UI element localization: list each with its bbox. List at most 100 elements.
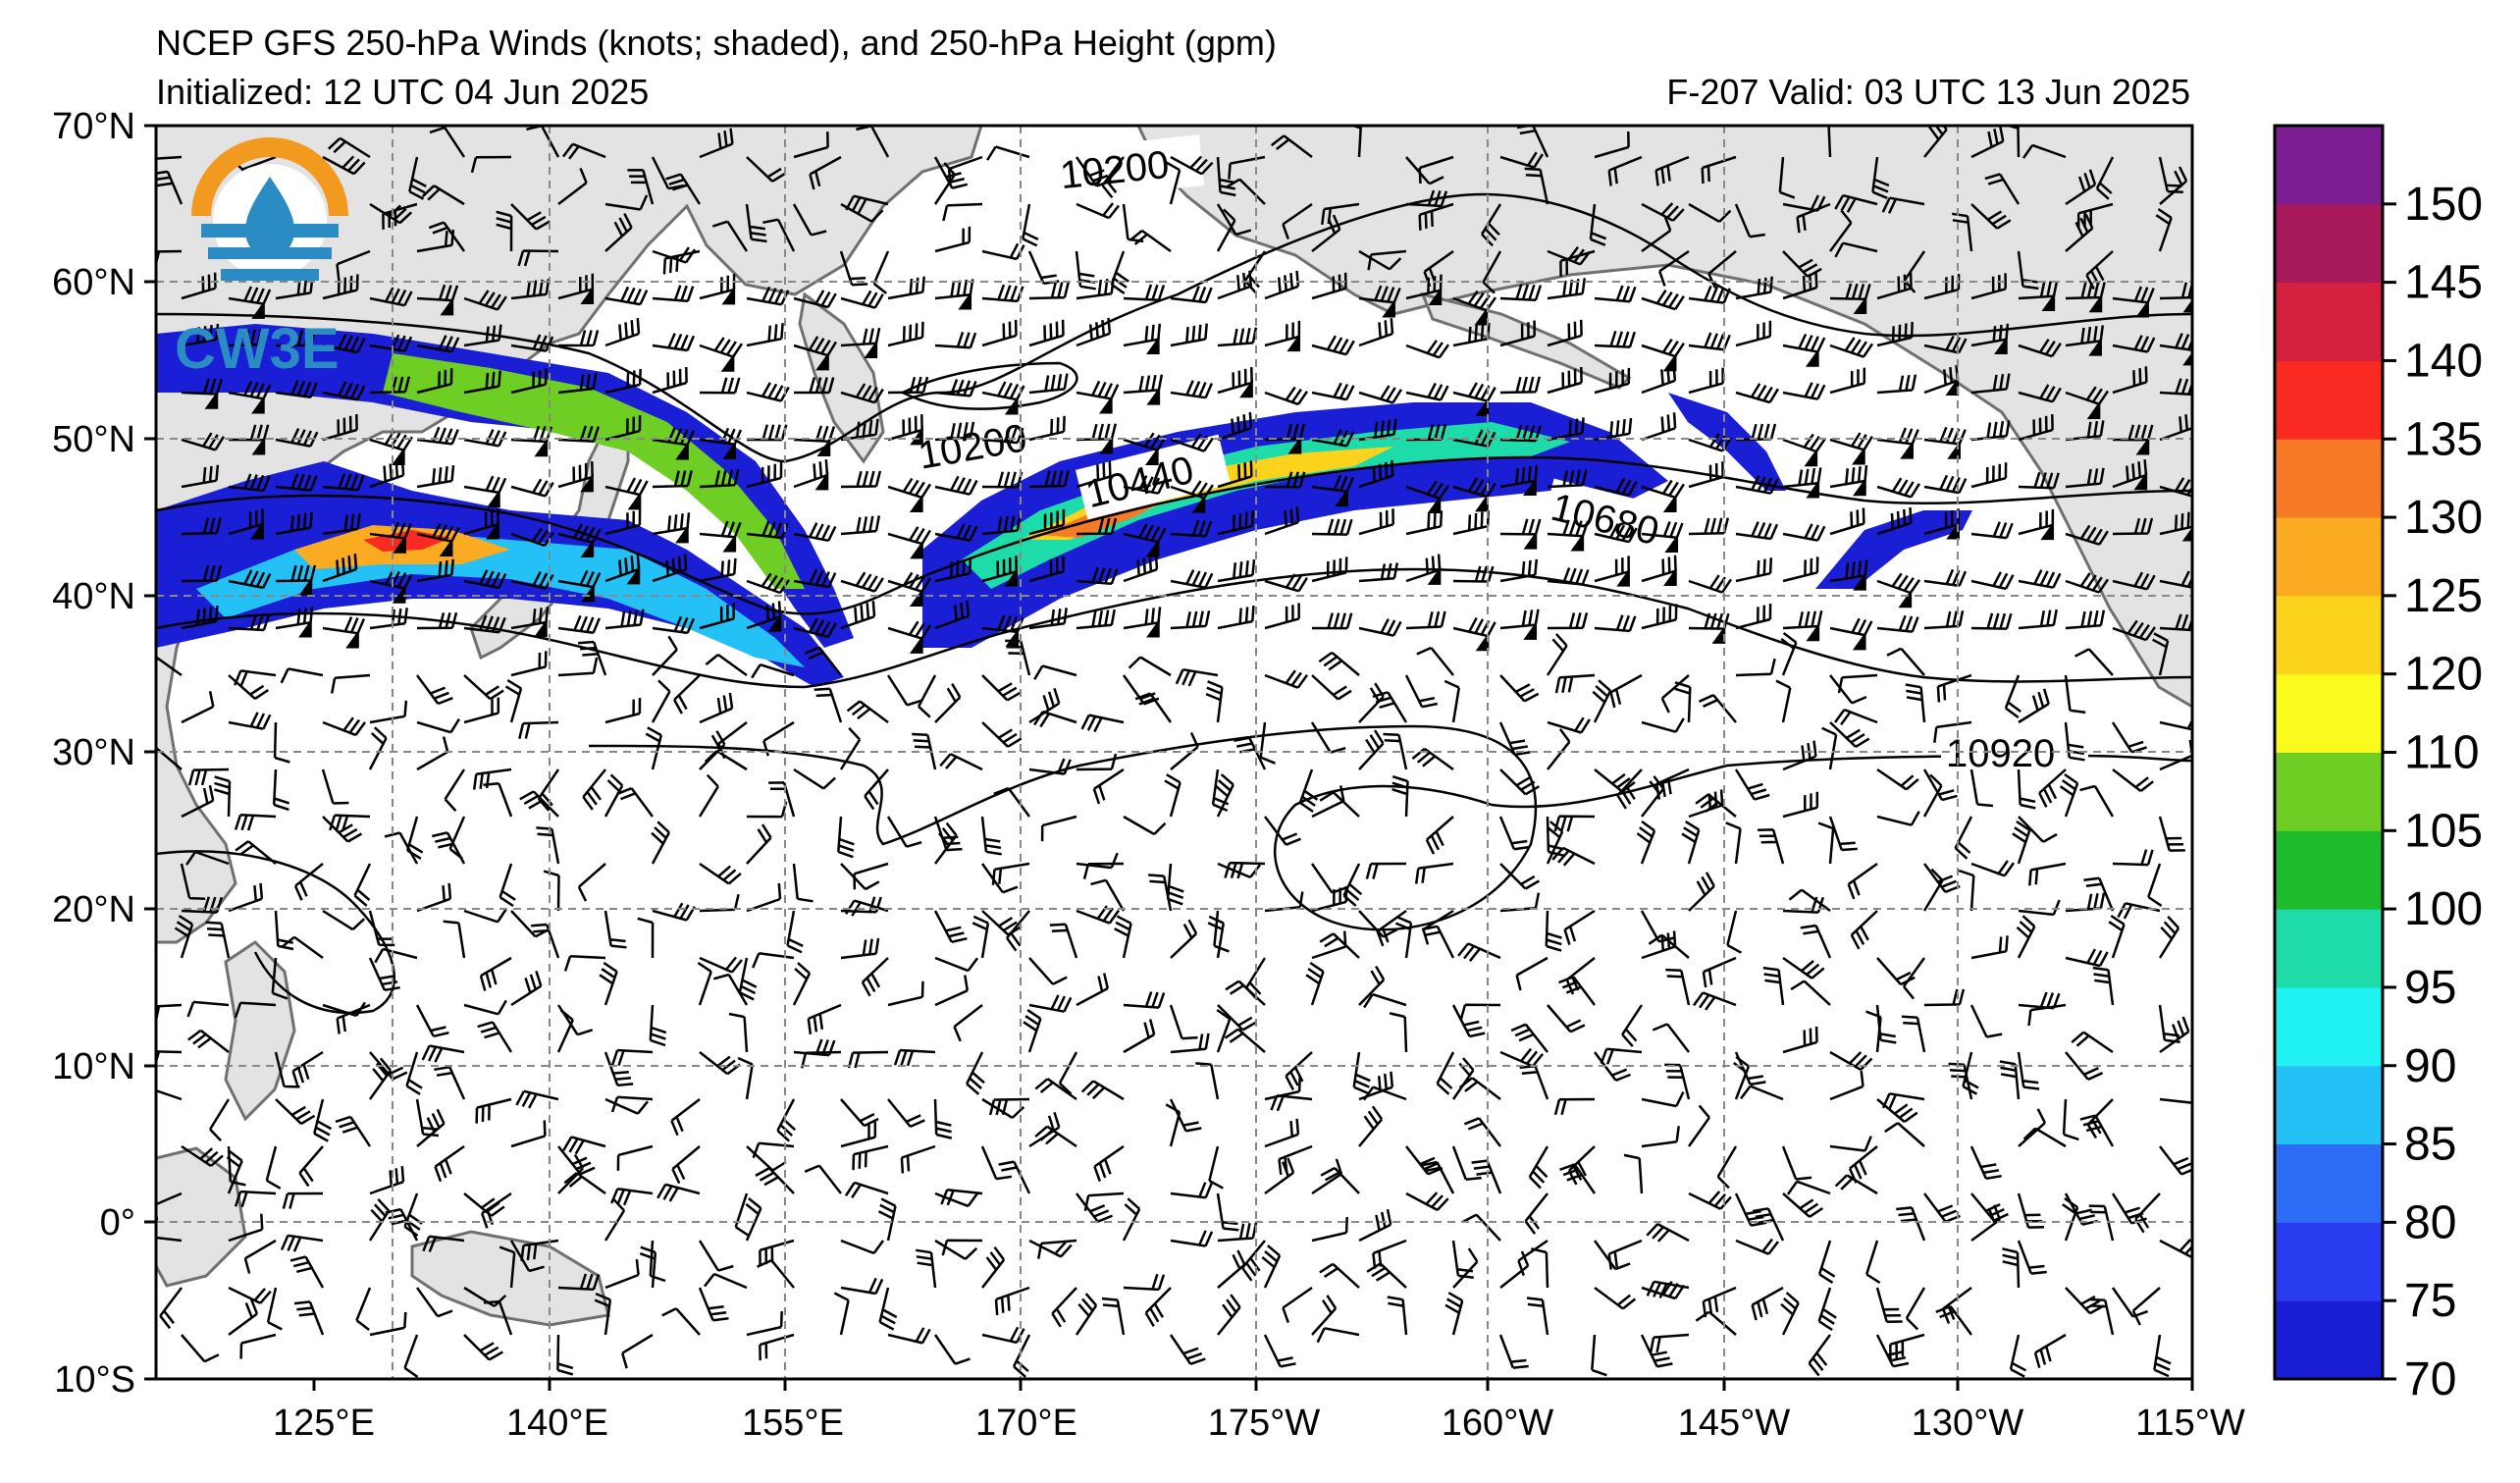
wind-barb: [1688, 1191, 1732, 1210]
wind-barb: [1076, 566, 1119, 586]
wind-barb: [998, 1160, 1031, 1194]
wind-barb: [1075, 250, 1096, 291]
wind-barb: [1034, 1078, 1077, 1101]
wind-barb: [1452, 323, 1491, 347]
wind-barb: [432, 831, 466, 865]
wind-barb: [1499, 518, 1542, 536]
wind-barb: [1452, 565, 1495, 583]
wind-barb: [1170, 286, 1213, 304]
height-contours: [156, 192, 2192, 1015]
wind-barb: [205, 921, 231, 959]
wind-barb: [2158, 816, 2185, 852]
wind-barb-flag: [1853, 294, 1867, 315]
wind-barb: [652, 554, 688, 583]
wind-barb-flag: [958, 291, 972, 310]
wind-barb: [266, 1287, 283, 1331]
lat-label: 10°S: [54, 1359, 135, 1401]
wind-barb: [1358, 249, 1402, 271]
colorbar-swatch: [2275, 439, 2383, 518]
wind-barb-flag: [2088, 337, 2102, 356]
wind-barb: [1829, 721, 1870, 748]
wind-barb: [934, 975, 970, 1007]
wind-barb: [243, 1239, 277, 1274]
wind-barb: [368, 1057, 393, 1100]
wind-barb: [759, 1239, 795, 1266]
wind-barb: [1970, 126, 2005, 159]
lon-label: 175°W: [1208, 1403, 1321, 1444]
wind-barb: [887, 276, 925, 300]
wind-barb: [1735, 603, 1772, 630]
wind-barb: [2017, 1240, 2047, 1275]
initialized-time: Initialized: 12 UTC 04 Jun 2025: [156, 72, 650, 112]
wind-barb: [1316, 1327, 1360, 1344]
wind-barb: [793, 568, 837, 589]
wind-barb: [274, 1051, 300, 1088]
wind-barb: [1641, 1091, 1685, 1108]
wind-barb: [1006, 910, 1030, 952]
wind-barb: [1970, 273, 2007, 300]
colorbar-swatch: [2275, 752, 2383, 831]
wind-barb: [2153, 1334, 2172, 1378]
wind-barb: [673, 674, 701, 715]
wind-barb: [1298, 768, 1319, 814]
wind-barb: [1970, 203, 2012, 230]
wind-barb: [1123, 991, 1166, 1009]
wind-barb: [2018, 414, 2054, 442]
wind-barb: [840, 327, 881, 347]
wind-barb: [2065, 467, 2105, 489]
wind-barb: [698, 1240, 734, 1272]
wind-barb: [1876, 427, 1919, 446]
wind-barb: [746, 461, 783, 489]
wind-barb: [1421, 925, 1455, 959]
wind-barb: [1123, 475, 1167, 495]
wind-barb: [156, 1003, 183, 1023]
wind-barb: [699, 557, 737, 583]
wind-barb: [934, 821, 958, 865]
asia-landmass: [156, 126, 983, 944]
wind-barb: [1421, 1160, 1455, 1194]
wind-barb: [322, 554, 358, 583]
wind-barb: [934, 331, 977, 349]
wind-barb: [1076, 973, 1110, 1007]
wind-barb: [281, 935, 324, 960]
wind-barb: [652, 615, 696, 635]
wind-barb: [214, 775, 232, 818]
wind-barb: [1594, 417, 1633, 442]
wind-barb: [1320, 1166, 1360, 1194]
wind-barb: [699, 1051, 741, 1076]
wind-barb: [181, 1334, 220, 1363]
wind-barb: [604, 318, 641, 347]
wind-barb: [1702, 1286, 1737, 1318]
wind-barb: [557, 1153, 585, 1194]
wind-barb: [981, 910, 1023, 936]
map-title: NCEP GFS 250-hPa Winds (knots; shaded), …: [156, 23, 1277, 63]
wind-barb: [1829, 337, 1874, 358]
wind-barb: [1641, 930, 1677, 960]
wind-barb: [1641, 412, 1677, 442]
wind-barb: [509, 1240, 545, 1273]
valid-time: F-207 Valid: 03 UTC 13 Jun 2025: [1666, 72, 2190, 112]
wind-barb: [1217, 270, 1253, 300]
wind-barb-flag: [580, 473, 594, 493]
wind-barb: [1076, 517, 1118, 536]
wind-barb: [1735, 521, 1779, 541]
wind-barb: [900, 1144, 936, 1174]
wind-barb: [652, 427, 696, 447]
wind-barb: [415, 1287, 453, 1318]
wind-barb: [752, 952, 795, 969]
wind-barb: [639, 1245, 657, 1289]
wind-barb: [577, 863, 606, 902]
wind-barb: [1405, 156, 1444, 185]
wind-barb: [1036, 1239, 1077, 1259]
wind-barb: [1076, 317, 1112, 347]
wind-barb: [1305, 961, 1325, 1006]
wind-barb: [1170, 569, 1214, 589]
wind-barb: [415, 1004, 449, 1038]
wind-barb: [499, 1245, 516, 1289]
wind-barb: [2059, 772, 2079, 818]
wind-barb: [336, 1003, 371, 1034]
wind-barb: [1166, 863, 1184, 906]
wind-barb: [1594, 614, 1637, 633]
wind-barb: [1933, 720, 1972, 743]
